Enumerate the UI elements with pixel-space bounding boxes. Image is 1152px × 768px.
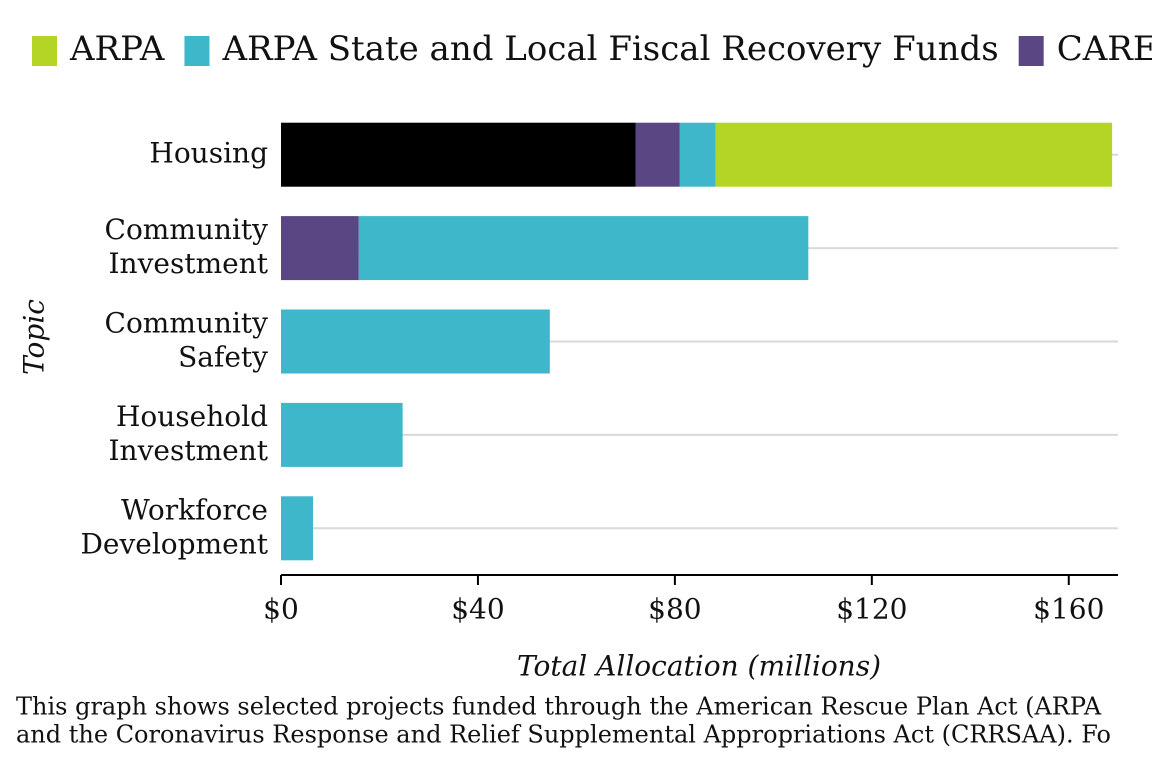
caption: This graph shows selected projects funde… (16, 693, 1102, 721)
bar-segment (281, 122, 636, 187)
legend-label: ARPA State and Local Fiscal Recovery Fun… (221, 29, 998, 69)
y-tick-label: Community Safety (105, 306, 269, 373)
y-tick-label: Housing (149, 136, 268, 169)
y-tick-label-line: Housing (149, 136, 268, 169)
y-tick-label: Household Investment (108, 399, 268, 466)
x-tick-label: $160 (1033, 593, 1104, 626)
y-tick-label-line: Safety (178, 340, 268, 373)
legend-swatch (32, 36, 57, 66)
x-axis-title: Total Allocation (millions) (517, 650, 881, 683)
bar-segment (679, 122, 716, 187)
x-tick-label: $40 (451, 593, 504, 626)
legend-label: CARES (1057, 29, 1152, 69)
bar-segment (281, 216, 359, 281)
y-tick-label: Community Investment (105, 213, 269, 280)
bar-segment (281, 402, 403, 467)
caption: and the Coronavirus Response and Relief … (16, 721, 1111, 749)
bar-segment (281, 496, 314, 561)
y-tick-label-line: Community (105, 306, 269, 339)
bar-segment (281, 309, 550, 374)
y-tick-label-line: Community (105, 213, 269, 246)
bar-segment (715, 122, 1113, 187)
y-axis-title: Topic (18, 299, 51, 375)
y-tick-label-line: Investment (108, 433, 268, 466)
bar-segment (635, 122, 680, 187)
y-tick-label-line: Development (80, 527, 268, 560)
y-tick-label-line: Workforce (121, 493, 268, 526)
y-tick-label-line: Investment (108, 247, 268, 280)
bar-segment (358, 216, 809, 281)
y-tick-label-line: Household (116, 399, 268, 432)
legend-label: ARPA (69, 29, 165, 69)
y-tick-label: Workforce Development (80, 493, 268, 560)
x-tick-label: $80 (648, 593, 701, 626)
x-tick-label: $120 (836, 593, 907, 626)
legend-swatch (184, 36, 210, 66)
legend-swatch (1018, 36, 1044, 66)
x-tick-label: $0 (263, 593, 299, 626)
